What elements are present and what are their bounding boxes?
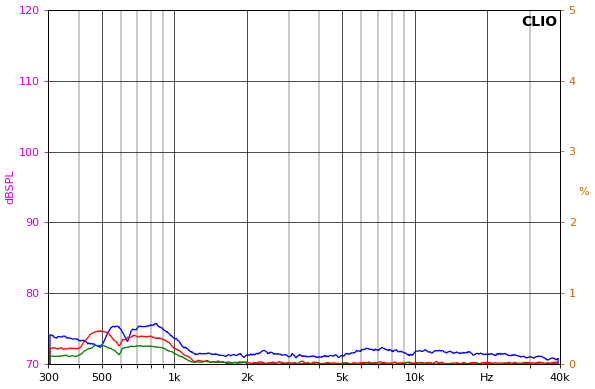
Y-axis label: %: % <box>579 187 590 197</box>
Y-axis label: dBSPL: dBSPL <box>5 170 15 204</box>
Text: CLIO: CLIO <box>521 15 557 29</box>
